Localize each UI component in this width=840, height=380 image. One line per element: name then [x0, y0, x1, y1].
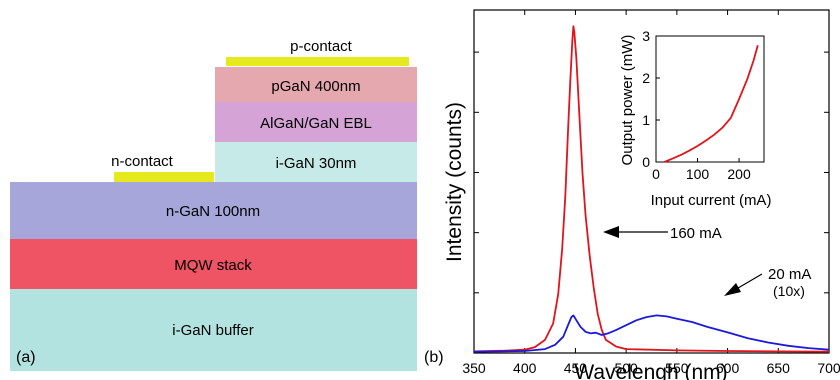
inset-y-tick-label: 0 — [642, 154, 650, 170]
series-160ma-line — [473, 25, 830, 353]
inset-x-axis-label: Input current (mA) — [651, 192, 772, 209]
main-y-axis-label: Intensity (counts) — [443, 102, 466, 262]
igan-buffer-layer-label: i-GaN buffer — [172, 322, 253, 339]
igan-30nm-layer — [215, 142, 417, 182]
main-x-tick-label: 450 — [564, 360, 588, 376]
panel-b-label: (b) — [424, 349, 444, 366]
inset-y-tick-label: 1 — [642, 112, 650, 128]
inset-axis-ticks: 0 100 200 0 1 2 3 — [642, 28, 751, 182]
main-x-tick-label: 600 — [716, 360, 740, 376]
main-x-tick-label: 500 — [614, 360, 638, 376]
series-20ma-line — [473, 314, 830, 353]
p-contact-pad — [226, 57, 409, 66]
algan-ebl-layer-label: AlGaN/GaN EBL — [260, 115, 372, 132]
algan-ebl-layer — [215, 102, 417, 142]
annotation-20ma-arrowhead — [724, 283, 741, 296]
igan-30nm-layer-label: i-GaN 30nm — [276, 155, 357, 172]
layer-stack-diagram: p-contact pGaN 400nm AlGaN/GaN EBL n-con… — [10, 38, 417, 371]
annotation-20ma-text: 20 mA — [768, 266, 811, 283]
n-contact-label: n-contact — [111, 153, 174, 170]
main-x-axis-label: Wavelengh (nm) — [574, 361, 727, 380]
inset-x-tick-label: 0 — [652, 166, 660, 182]
pgan-layer-label: pGaN 400nm — [271, 78, 360, 95]
igan-buffer-layer — [10, 289, 417, 371]
annotation-160ma-arrowhead — [603, 226, 619, 238]
mqw-stack-layer-label: MQW stack — [174, 257, 252, 274]
inset-output-power-line — [663, 44, 759, 163]
main-x-tick-label: 400 — [513, 360, 537, 376]
ngan-layer — [10, 182, 417, 239]
inset-y-axis-label: Output power (mW) — [619, 35, 636, 166]
main-x-tick-label: 700 — [817, 360, 840, 376]
main-x-tick-label: 650 — [767, 360, 791, 376]
main-axis-ticks: 350 400 450 500 550 600 650 700 — [462, 10, 840, 376]
annotation-160ma: 160 mA — [603, 225, 722, 242]
inset-y-tick-label: 2 — [642, 70, 650, 86]
annotation-160ma-text: 160 mA — [670, 225, 722, 242]
panel-a-label: (a) — [16, 349, 36, 366]
p-contact-label: p-contact — [290, 38, 353, 55]
inset-series-group — [663, 44, 759, 163]
main-series-group — [473, 25, 830, 353]
pgan-layer — [215, 67, 417, 102]
inset-plot-frame — [655, 35, 765, 163]
spectrum-chart: (b) 350 400 450 500 550 600 650 700 Wavelengh (… — [424, 9, 840, 380]
annotation-20ma-subtext: (10x) — [773, 283, 805, 299]
inset-x-tick-label: 200 — [727, 166, 751, 182]
main-plot-frame — [473, 9, 830, 354]
main-x-tick-label: 350 — [462, 360, 486, 376]
inset-chart: 0 100 200 0 1 2 3 Input current (mA) Output po… — [619, 28, 771, 209]
inset-y-tick-label: 3 — [642, 28, 650, 44]
inset-x-tick-label: 100 — [686, 166, 710, 182]
n-contact-pad — [114, 172, 214, 182]
main-x-tick-label: 550 — [665, 360, 689, 376]
mqw-stack-layer — [10, 239, 417, 289]
ngan-layer-label: n-GaN 100nm — [166, 203, 260, 220]
annotation-20ma: 20 mA (10x) — [724, 266, 811, 299]
